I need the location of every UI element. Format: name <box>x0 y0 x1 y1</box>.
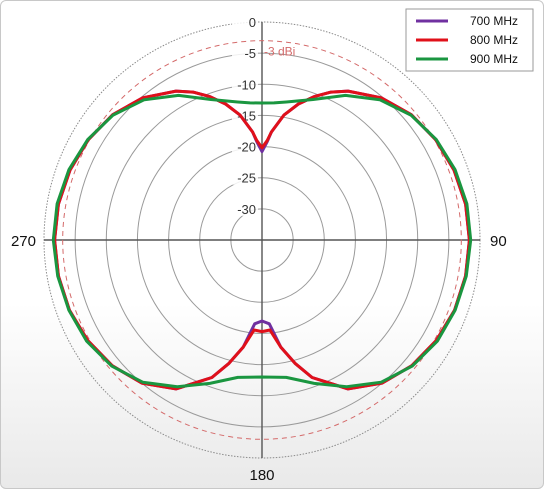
radial-tick-label: -20 <box>237 140 256 155</box>
radial-tick-label: -5 <box>244 46 256 61</box>
legend-box <box>405 8 534 72</box>
radial-tick-label: 0 <box>249 15 256 30</box>
legend: 700 MHz 800 MHz 900 MHz <box>405 8 534 72</box>
angle-labels: 90 180 270 <box>11 233 507 484</box>
radial-tick-label: -30 <box>237 202 256 217</box>
radial-tick-labels: 0-5-10-15-20-25-30 <box>232 14 258 217</box>
tick-label-bg <box>232 107 258 123</box>
legend-label: 800 MHz <box>470 33 518 47</box>
series-line <box>53 89 471 391</box>
radial-tick-label: -25 <box>237 171 256 186</box>
angle-label-180: 180 <box>249 467 274 484</box>
radial-tick-label: -10 <box>237 77 256 92</box>
tick-label-bg <box>232 169 258 185</box>
reference-circle <box>62 40 462 440</box>
legend-label: 700 MHz <box>470 14 518 28</box>
tick-label-bg <box>232 45 258 61</box>
tick-label-bg <box>232 200 258 216</box>
angle-label-90: 90 <box>490 233 507 250</box>
tick-label-bg <box>232 138 258 154</box>
axis-lines <box>44 22 480 458</box>
tick-label-bg <box>232 76 258 92</box>
legend-label: 900 MHz <box>470 52 518 66</box>
reference-circle-group: -3 dBi <box>62 40 462 440</box>
series-traces <box>51 89 473 391</box>
tick-label-bg <box>232 14 258 29</box>
series-line <box>51 93 473 389</box>
reference-circle-label: -3 dBi <box>264 45 295 59</box>
angle-label-270: 270 <box>11 233 36 250</box>
